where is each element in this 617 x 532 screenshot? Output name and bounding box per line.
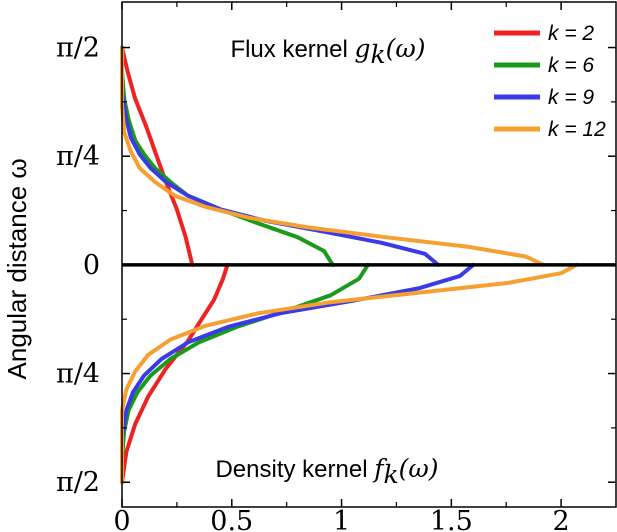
flux-curve-k9 xyxy=(120,45,441,267)
density-kernel-title-text: Density kernel xyxy=(215,456,374,483)
density-curve-k6 xyxy=(120,262,370,485)
density-kernel-title-symbol: f xyxy=(372,454,387,483)
flux-kernel-title-text: Flux kernel xyxy=(230,36,354,63)
y-tick-label: π/2 xyxy=(56,33,100,64)
axis-tick-labels: 0 0.5 1 1.5 2 π/2 π/4 0 π/4 π/2 xyxy=(56,33,570,532)
flux-curve-k2 xyxy=(120,45,195,267)
flux-kernel-title-symbol: g xyxy=(354,34,370,63)
x-tick-label: 1 xyxy=(333,506,350,532)
density-curve-k2 xyxy=(120,262,230,485)
axis-ticks xyxy=(121,2,616,507)
y-tick-label: π/4 xyxy=(56,141,100,172)
flux-curve-k6 xyxy=(120,45,335,267)
density-kernel-title-subscript: k xyxy=(383,460,398,489)
x-tick-label: 0.5 xyxy=(210,506,253,532)
flux-kernel-title-subscript: k xyxy=(371,40,386,69)
legend-label: k = 9 xyxy=(548,86,594,109)
density-kernel-title: Density kernel fk(ω) xyxy=(215,454,438,489)
flux-curve-k12 xyxy=(120,45,546,267)
y-tick-label: 0 xyxy=(83,250,100,281)
x-tick-label: 2 xyxy=(553,506,570,532)
plot-frame xyxy=(121,1,617,508)
legend-label: k = 6 xyxy=(548,54,594,77)
x-tick-label: 0 xyxy=(113,506,130,532)
y-axis-label: Angular distance ω xyxy=(2,158,32,379)
series-curves xyxy=(120,45,579,485)
density-curve-k9 xyxy=(120,262,476,485)
legend: k = 2 k = 6 k = 9 k = 12 xyxy=(494,22,606,141)
y-tick-label: π/4 xyxy=(56,359,100,390)
density-curve-k12 xyxy=(120,262,579,485)
density-kernel-title-argument: (ω) xyxy=(399,454,439,483)
legend-label: k = 12 xyxy=(548,118,606,141)
flux-kernel-title-argument: (ω) xyxy=(386,34,426,63)
flux-kernel-title: Flux kernel gk(ω) xyxy=(230,34,425,69)
y-tick-label: π/2 xyxy=(56,467,100,498)
legend-label: k = 2 xyxy=(548,22,594,45)
x-tick-label: 1.5 xyxy=(430,506,473,532)
